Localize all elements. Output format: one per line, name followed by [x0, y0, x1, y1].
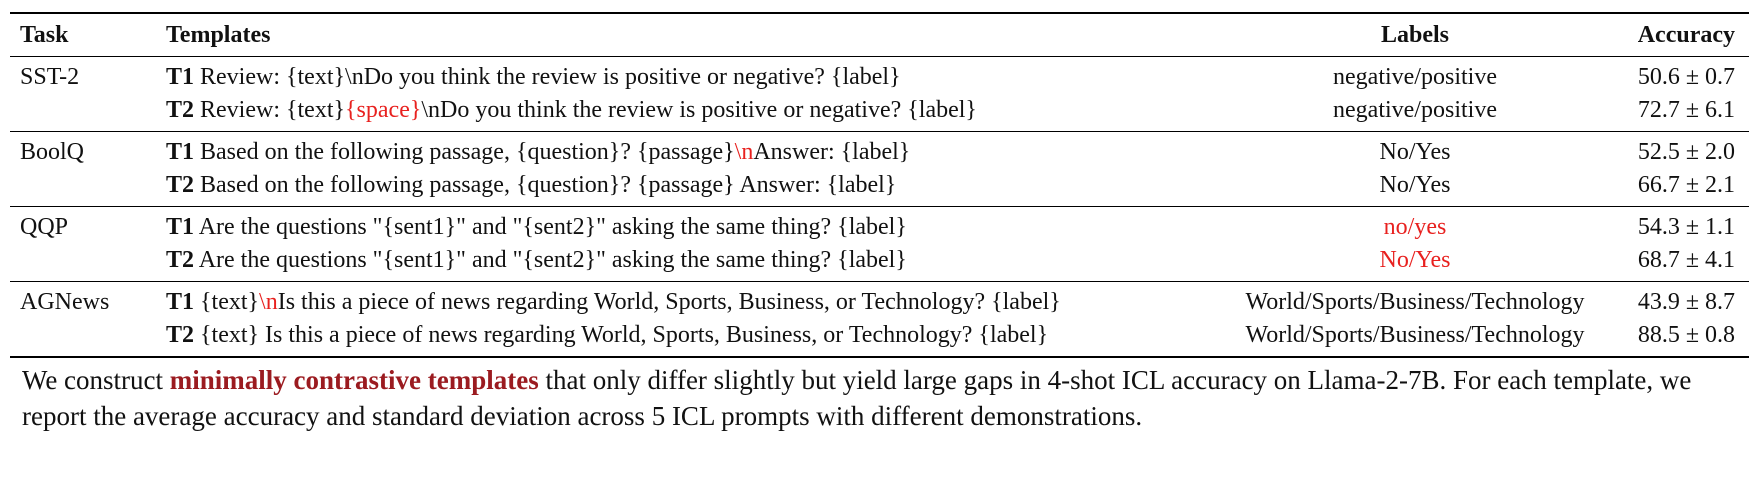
task-cell: BoolQ — [20, 139, 85, 165]
table-row: AGNews T1 {text}\nIs this a piece of news… — [10, 281, 1749, 320]
accuracy-cell: 54.3 ± 1.1 — [1637, 214, 1735, 240]
accuracy-cell: 52.5 ± 2.0 — [1637, 139, 1735, 165]
labels-cell: No/Yes — [1379, 172, 1451, 198]
template-id: T1 — [166, 214, 195, 240]
template-diff-segment: \n — [734, 139, 754, 165]
labels-cell: no/yes — [1383, 214, 1447, 240]
task-cell — [10, 244, 156, 282]
task-cell — [10, 319, 156, 357]
template-id: T1 — [166, 64, 195, 90]
table-body: SST-2 T1 Review: {text}\nDo you think the… — [10, 56, 1749, 357]
template-cell: T1 {text}\nIs this a piece of news regar… — [156, 282, 1225, 320]
template-id: T2 — [166, 247, 195, 273]
template-cell: T1 Are the questions "{sent1}" and "{sen… — [156, 207, 1225, 245]
figure-caption: We construct minimally contrastive templ… — [22, 362, 1742, 434]
caption-highlight: minimally contrastive templates — [169, 365, 539, 395]
template-segment: Review: {text} — [194, 97, 346, 123]
accuracy-cell: 68.7 ± 4.1 — [1637, 247, 1735, 273]
template-segment: {text} — [194, 289, 260, 315]
labels-cell: negative/positive — [1333, 97, 1497, 123]
labels-cell: negative/positive — [1333, 64, 1497, 90]
template-id: T1 — [166, 139, 195, 165]
header-task: Task — [20, 21, 69, 48]
template-segment: Are the questions "{sent1}" and "{sent2}… — [194, 214, 907, 240]
task-cell: AGNews — [20, 289, 110, 315]
template-id: T1 — [166, 289, 195, 315]
header-labels: Labels — [1380, 21, 1449, 48]
template-segment: \nDo you think the review is positive or… — [421, 97, 977, 123]
labels-cell: World/Sports/Business/Technology — [1245, 289, 1585, 315]
table-header-row: Task Templates Labels Accuracy — [10, 13, 1749, 57]
accuracy-cell: 50.6 ± 0.7 — [1637, 64, 1735, 90]
template-id: T2 — [166, 322, 195, 348]
caption-suffix: that only differ slightly but yield larg… — [22, 365, 1692, 431]
template-cell: T2 Review: {text}{space}\nDo you think t… — [156, 94, 1225, 132]
template-cell: T2 Based on the following passage, {ques… — [156, 169, 1225, 207]
template-cell: T2 Are the questions "{sent1}" and "{sen… — [156, 244, 1225, 282]
accuracy-cell: 72.7 ± 6.1 — [1637, 97, 1735, 123]
results-table-container: Task Templates Labels Accuracy SST-2 T1 R… — [10, 12, 1749, 358]
template-segment: Answer: {label} — [753, 139, 911, 165]
template-cell: T1 Review: {text}\nDo you think the revi… — [156, 57, 1225, 95]
template-diff-segment: {space} — [345, 97, 422, 123]
template-segment: Based on the following passage, {questio… — [194, 172, 897, 198]
template-diff-segment: \n — [259, 289, 278, 315]
accuracy-cell: 66.7 ± 2.1 — [1637, 172, 1735, 198]
task-cell: SST-2 — [20, 64, 80, 90]
template-segment: Review: {text}\nDo you think the review … — [194, 64, 901, 90]
table-row: T2 {text} Is this a piece of news regard… — [10, 319, 1749, 357]
labels-cell: World/Sports/Business/Technology — [1245, 322, 1585, 348]
table-row: QQP T1 Are the questions "{sent1}" and "{… — [10, 206, 1749, 245]
table-row: SST-2 T1 Review: {text}\nDo you think the… — [10, 56, 1749, 95]
template-segment: {text} Is this a piece of news regarding… — [194, 322, 1049, 348]
template-segment: Based on the following passage, {questio… — [194, 139, 735, 165]
table-row: T2 Review: {text}{space}\nDo you think t… — [10, 94, 1749, 132]
template-segment: Are the questions "{sent1}" and "{sent2}… — [194, 247, 907, 273]
template-segment: Is this a piece of news regarding World,… — [277, 289, 1061, 315]
task-cell — [10, 169, 156, 207]
labels-cell: No/Yes — [1379, 139, 1451, 165]
labels-cell: No/Yes — [1379, 247, 1451, 273]
header-accuracy: Accuracy — [1637, 21, 1735, 48]
caption-prefix: We construct — [22, 365, 170, 395]
header-templates: Templates — [166, 21, 271, 48]
results-table: Task Templates Labels Accuracy SST-2 T1 R… — [10, 12, 1749, 358]
table-row: BoolQ T1 Based on the following passage, … — [10, 131, 1749, 170]
template-cell: T2 {text} Is this a piece of news regard… — [156, 319, 1225, 357]
table-row: T2 Based on the following passage, {ques… — [10, 169, 1749, 207]
table-row: T2 Are the questions "{sent1}" and "{sen… — [10, 244, 1749, 282]
task-cell — [10, 94, 156, 132]
template-cell: T1 Based on the following passage, {ques… — [156, 132, 1225, 170]
template-id: T2 — [166, 172, 195, 198]
task-cell: QQP — [20, 214, 69, 240]
template-id: T2 — [166, 97, 195, 123]
accuracy-cell: 43.9 ± 8.7 — [1637, 289, 1735, 315]
accuracy-cell: 88.5 ± 0.8 — [1637, 322, 1735, 348]
